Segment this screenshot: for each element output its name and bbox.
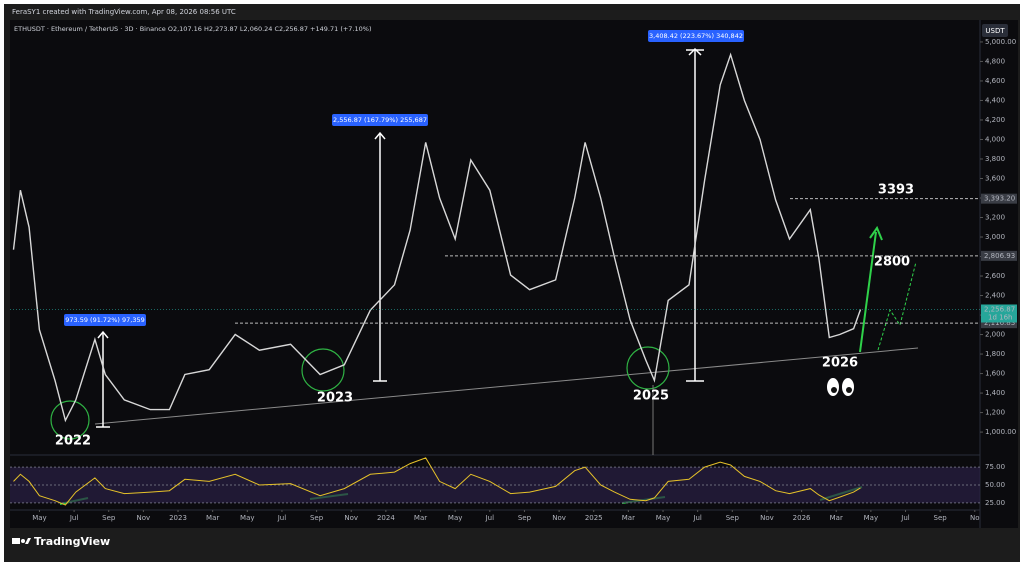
level-label: 2,116.83 [984,319,1015,327]
level-label: 3,393.20 [984,195,1015,203]
x-tick-label: Nov [137,514,151,522]
x-tick-label: 2024 [377,514,395,522]
x-tick-label: Jul [485,514,495,522]
measure-arrows [96,47,704,428]
x-tick-label: Nov [760,514,774,522]
measure-box [648,30,744,42]
y-tick-label: 5,000.00 [985,38,1016,46]
y-tick-label: 1,000.00 [985,428,1016,436]
x-tick-label: May [32,514,46,522]
arrow-head [869,225,883,241]
currency-box [982,24,1008,37]
x-tick-label: 2023 [169,514,187,522]
y-tick-label: 4,800 [985,57,1005,65]
measure-label: 973.59 (91.72%) 97,359 [65,316,144,324]
x-tick-label: Sep [102,514,116,522]
x-tick-label: Jul [692,514,702,522]
x-tick-label: Sep [726,514,740,522]
x-tick-label: 2025 [585,514,603,522]
annotation: 2025 [633,389,669,404]
x-tick-label: 2026 [793,514,811,522]
y-tick-label: 3,800 [985,155,1005,163]
annotation: 2023 [317,391,353,406]
y-tick-label: 1,200 [985,409,1005,417]
x-tick-label: Sep [518,514,532,522]
y-tick-label: 4,600 [985,77,1005,85]
x-tick-label: Mar [622,514,635,522]
x-tick-label: May [448,514,462,522]
y-tick-label: 2,600 [985,272,1005,280]
x-tick-label: Nov [552,514,566,522]
y-tick-label: 3,600 [985,174,1005,182]
y2-tick-label: 25.00 [985,499,1005,507]
y-tick-label: 2,400 [985,292,1005,300]
eyes [827,378,854,396]
currency: USDT [985,27,1005,35]
x-tick-label: Sep [310,514,324,522]
annotation: 2026 [822,356,858,371]
x-tick-label: No [970,514,980,522]
annotation: 2800 [874,255,910,270]
x-tick-label: Jul [277,514,287,522]
level-label: 2,806.93 [984,252,1015,260]
x-tick-label: Mar [206,514,219,522]
x-tick-label: May [240,514,254,522]
x-tick-label: Sep [934,514,948,522]
chart-area [10,20,1018,528]
x-tick-label: Jul [69,514,79,522]
y2-tick-label: 75.00 [985,463,1005,471]
brand: TradingView [34,535,110,548]
x-tick-label: Nov [344,514,358,522]
measure-label: 2,556.87 (167.79%) 255,687 [333,116,427,124]
y-tick-label: 1,800 [985,350,1005,358]
annotation: 3393 [878,183,914,198]
y-tick-label: 4,000 [985,135,1005,143]
credit: FeraSY1 created with TradingView.com, Ap… [12,8,236,16]
y-tick-label: 4,400 [985,96,1005,104]
y-tick-label: 3,200 [985,214,1005,222]
level-box [981,250,1017,261]
trendline [94,347,919,425]
x-tick-label: May [656,514,670,522]
measure-box [332,114,428,126]
annotation: 2022 [55,434,91,449]
circle [301,348,345,392]
projection-path [877,261,917,351]
y-tick-label: 1,600 [985,370,1005,378]
countdown: 1d 16h [988,313,1012,321]
y-tick-label: 1,400 [985,389,1005,397]
projection-arrow [859,231,877,353]
y-tick-label: 3,000 [985,233,1005,241]
chart-title: ETHUSDT · Ethereum / TetherUS · 3D · Bin… [14,25,371,33]
measure-box [64,314,146,326]
y-tick-label: 2,000 [985,331,1005,339]
x-tick-label: Mar [830,514,843,522]
x-tick-label: Jul [900,514,910,522]
circle [50,400,90,440]
measure-label: 3,408.42 (223.67%) 340,842 [649,32,743,40]
rsi-line [13,457,861,506]
last-price-box [981,304,1017,323]
last-price-label: 2,256.87 [984,305,1015,313]
brand-logo [12,538,31,544]
x-tick-label: Mar [414,514,427,522]
level-box [981,193,1017,204]
price-line [12,52,862,423]
level-box [981,318,1017,329]
y2-tick-label: 50.00 [985,481,1005,489]
x-tick-label: May [864,514,878,522]
circle [626,346,670,390]
y-tick-label: 4,200 [985,116,1005,124]
